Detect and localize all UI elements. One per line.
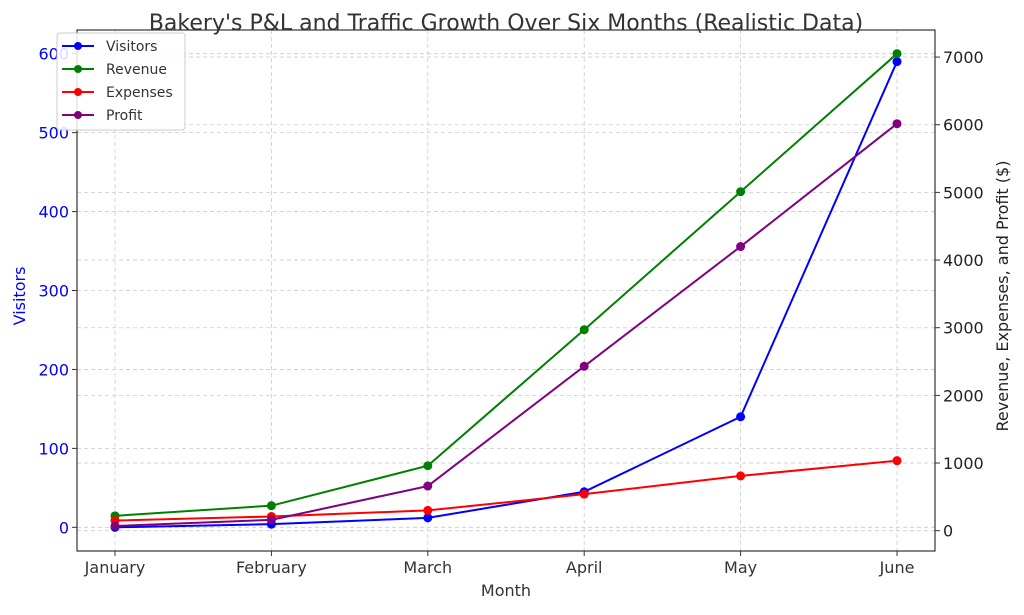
data-point-profit: [110, 521, 120, 531]
left-y-tick-label: 400: [38, 203, 69, 222]
right-y-tick-label: 3000: [943, 319, 984, 338]
data-point-expenses: [892, 456, 902, 466]
x-tick-label: March: [403, 558, 452, 577]
left-y-tick-label: 100: [38, 439, 69, 458]
right-y-tick-label: 2000: [943, 386, 984, 405]
left-y-tick-label: 0: [59, 518, 69, 537]
data-point-profit: [579, 361, 589, 371]
x-tick-label: June: [879, 558, 915, 577]
x-axis-label: Month: [481, 581, 531, 600]
series-line-profit: [114, 122, 898, 527]
x-axis: January February March April May June: [84, 551, 915, 577]
right-y-tick-label: 1000: [943, 454, 984, 473]
legend-label-expenses: Expenses: [106, 85, 173, 101]
data-point-visitors: [423, 513, 433, 523]
data-point-profit: [736, 242, 746, 252]
x-tick-label: April: [566, 558, 603, 577]
data-point-profit: [892, 119, 902, 129]
legend-label-profit: Profit: [106, 108, 143, 124]
data-point-profit: [423, 481, 433, 491]
data-point-visitors: [736, 412, 746, 422]
right-y-tick-label: 7000: [943, 48, 984, 67]
legend-label-visitors: Visitors: [106, 39, 157, 55]
legend-marker-profit: [74, 111, 82, 119]
data-point-expenses: [423, 505, 433, 515]
series-line-revenue: [114, 52, 898, 517]
series-line-expenses: [114, 459, 898, 522]
left-y-tick-label: 200: [38, 360, 69, 379]
data-point-revenue: [266, 501, 276, 511]
right-y-tick-label: 0: [943, 522, 953, 541]
right-y-tick-label: 6000: [943, 116, 984, 135]
chart-title: Bakery's P&L and Traffic Growth Over Six…: [149, 11, 863, 36]
x-tick-label: January: [84, 558, 146, 577]
legend-marker-expenses: [74, 88, 82, 96]
legend-label-revenue: Revenue: [106, 62, 167, 78]
left-y-tick-label: 300: [38, 282, 69, 301]
left-y-axis-label: Visitors: [10, 267, 29, 326]
right-y-axis-label: Revenue, Expenses, and Profit ($): [993, 161, 1012, 432]
data-point-revenue: [892, 49, 902, 59]
data-point-revenue: [423, 461, 433, 471]
data-point-expenses: [579, 489, 589, 499]
right-y-tick-label: 5000: [943, 183, 984, 202]
x-tick-label: May: [724, 558, 757, 577]
data-point-profit: [266, 515, 276, 525]
data-point-expenses: [736, 471, 746, 481]
data-point-revenue: [736, 187, 746, 197]
legend-marker-visitors: [74, 42, 82, 50]
grid: [77, 30, 935, 551]
legend-marker-revenue: [74, 65, 82, 73]
series-line-visitors: [114, 61, 898, 529]
data-point-visitors: [892, 57, 902, 67]
legend: Visitors Revenue Expenses Profit: [56, 32, 186, 131]
x-tick-label: February: [236, 558, 307, 577]
right-y-axis: 0 1000 2000 3000 4000 5000 6000 7000: [935, 48, 984, 541]
data-point-revenue: [579, 325, 589, 335]
series-lines: [110, 49, 902, 532]
right-y-tick-label: 4000: [943, 251, 984, 270]
